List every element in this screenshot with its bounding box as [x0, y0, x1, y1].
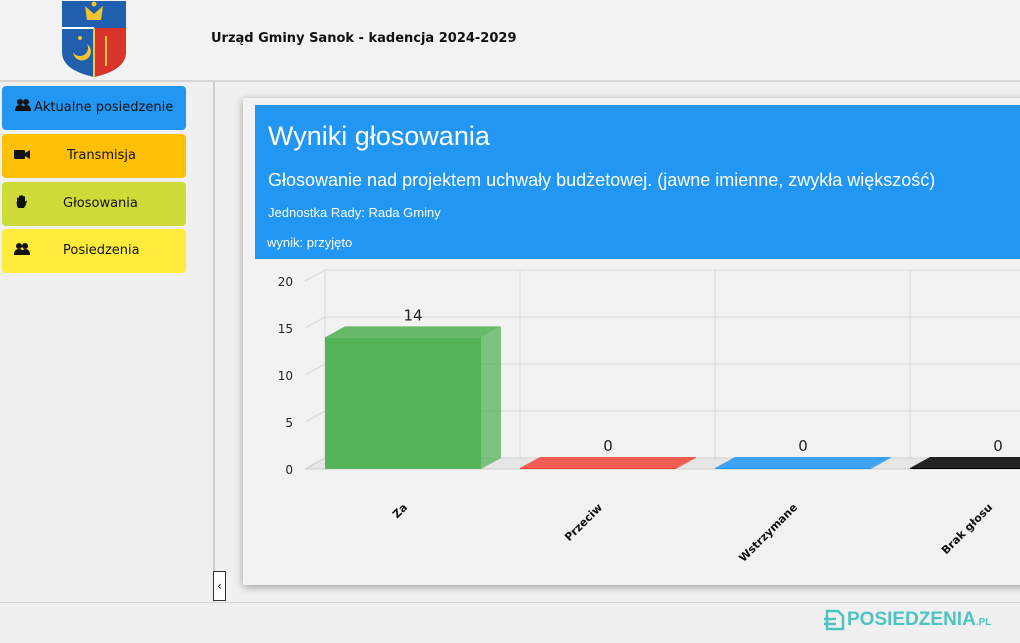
results-title: Wyniki głosowania — [268, 121, 490, 151]
sidebar-item-sessions[interactable]: Posiedzenia — [2, 229, 186, 273]
document-logo-icon — [824, 609, 845, 631]
sidebar-item-label: Głosowania — [63, 196, 138, 211]
users-icon — [14, 243, 30, 255]
sidebar-item-transmission[interactable]: Transmisja — [2, 134, 186, 178]
y-tick-label: 10 — [278, 369, 293, 383]
sidebar-item-current-session[interactable]: Aktualne posiedzenie — [2, 86, 186, 130]
x-tick-label: Brak głosu — [939, 501, 995, 557]
gridline — [304, 269, 326, 282]
voting-results-card: Wyniki głosowania Głosowanie nad projekt… — [243, 98, 1020, 585]
app-header: Urząd Gminy Sanok - kadencja 2024-2029 — [0, 0, 1020, 82]
hand-icon — [16, 195, 27, 208]
gridline — [304, 410, 326, 423]
sidebar-collapse-button[interactable]: ‹ — [213, 571, 226, 601]
vote-result: wynik: przyjęto — [267, 235, 353, 250]
data-label: 0 — [798, 437, 808, 455]
y-tick-label: 5 — [285, 416, 293, 430]
vote-subject: Głosowanie nad projektem uchwały budżeto… — [268, 170, 936, 190]
sidebar-item-label: Posiedzenia — [63, 243, 140, 258]
bar-brak-głosu — [910, 457, 1020, 469]
y-tick-label: 20 — [278, 275, 293, 289]
results-header: Wyniki głosowania Głosowanie nad projekt… — [255, 105, 1020, 259]
bar-wstrzymane — [715, 457, 891, 469]
sidebar: Aktualne posiedzenie Transmisja Głosowan… — [0, 82, 215, 602]
council-unit: Jednostka Rady: Rada Gminy — [268, 205, 441, 220]
data-label: 0 — [993, 437, 1003, 455]
brand-suffix: .PL — [975, 617, 992, 628]
x-tick-label: Wstrzymane — [736, 501, 800, 565]
data-label: 14 — [403, 306, 422, 324]
gridline — [304, 363, 326, 376]
sidebar-item-votes[interactable]: Głosowania — [2, 182, 186, 226]
video-camera-icon — [14, 150, 30, 159]
x-tick-label: Przeciw — [562, 501, 605, 544]
data-label: 0 — [603, 437, 613, 455]
sidebar-item-label: Transmisja — [67, 148, 136, 163]
sidebar-item-label: Aktualne posiedzenie — [34, 100, 174, 115]
y-tick-label: 0 — [285, 463, 293, 477]
bar-za — [325, 326, 501, 469]
divider — [0, 602, 1020, 603]
y-tick-label: 15 — [278, 322, 293, 336]
x-tick-label: Za — [390, 501, 410, 521]
results-chart: 0 5 10 15 20 14 Za 0 Przeciw 0 Wstrzymane 0 Brak gło… — [278, 269, 1020, 565]
gridline — [304, 316, 326, 329]
coat-of-arms-icon — [62, 1, 126, 77]
bar-przeciw — [520, 457, 696, 469]
page-title: Urząd Gminy Sanok - kadencja 2024-2029 — [211, 31, 517, 46]
users-icon — [15, 99, 31, 111]
brand-name: POSIEDZENIA — [847, 609, 976, 630]
